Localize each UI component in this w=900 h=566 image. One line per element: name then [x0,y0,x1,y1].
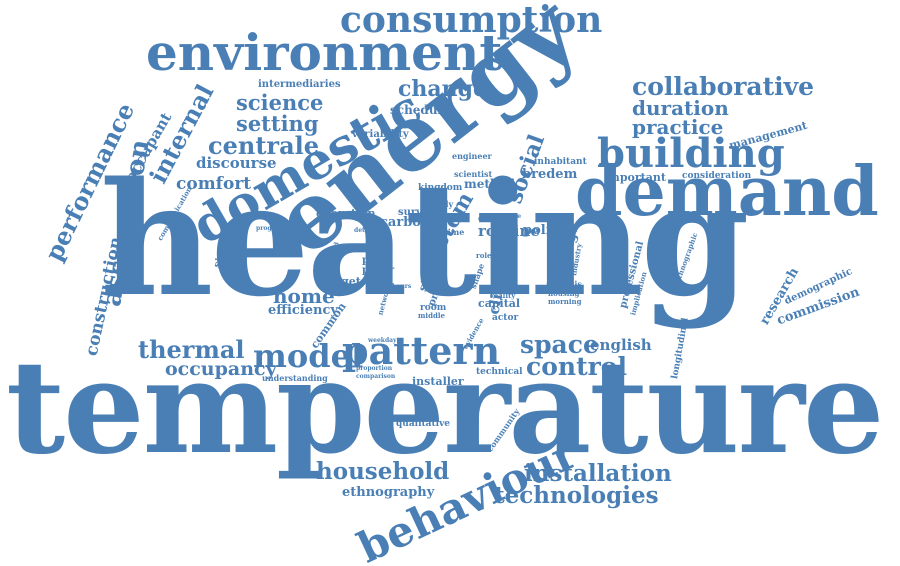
word-intermediaries: intermediaries [258,79,341,90]
word-installation: installation [524,460,672,487]
word-consumption: consumption [340,0,603,41]
word-inhabitant: inhabitant [534,157,587,167]
word-paper: paper [362,265,395,276]
word-duration: duration [632,96,729,120]
word-qualitative: qualitative [396,419,451,429]
word-middle: middle [418,311,445,320]
word-technical: technical [476,367,523,377]
word-home: home [273,284,335,308]
word-method: method [464,177,515,191]
word-centrale: centrale [208,131,319,160]
word-morning: morning [548,297,582,306]
word-understanding: understanding [262,373,328,383]
word-heating: heating [100,148,750,331]
word-building: building [597,130,785,177]
word-control: control [526,352,627,381]
word-programme: programme [256,225,296,232]
word-important: important [604,171,666,184]
word-role: role [476,251,492,260]
word-room: room [420,303,447,313]
word-household: household [316,458,450,485]
word-thermal: thermal [138,335,245,364]
word-comparison: comparison [356,373,396,380]
word-schedule: schedule [390,103,450,117]
word-scientist: scientist [454,169,493,179]
word-practice: practice [632,115,724,139]
word-setting: setting [236,111,319,136]
word-consideration: consideration [682,171,752,181]
word-occupancy: occupancy [165,358,277,380]
word-pattern: pattern [342,328,501,373]
word-reality: reality [490,291,516,300]
word-space: space [520,330,599,359]
word-collaborative: collaborative [632,72,815,101]
word-weekend: weekend [548,227,578,234]
word-demand: demand [575,152,879,232]
word-weekday: weekday [368,337,397,344]
word-routine: routine [478,222,540,240]
word-actor: actor [492,313,519,323]
word-change: change [398,76,488,102]
word-environment: environment [146,23,503,82]
word-ethnography: ethnography [342,485,435,500]
word-comfort: comfort [176,174,252,194]
word-time: time [444,227,465,237]
word-technologies: technologies [494,482,659,509]
word-carbon: carbon [380,215,431,230]
word-efficiency: efficiency [268,303,338,318]
word-english: english [590,336,652,354]
word-proportion: proportion [356,365,393,372]
word-hours: hours [392,283,412,290]
word-engineer: engineer [452,151,492,161]
word-policy: policy [523,223,567,238]
word-detailed: detailed [354,227,382,234]
word-target: target [323,275,361,288]
word-bredem: bredem [522,167,578,182]
word-reduce: reduce [498,213,522,220]
word-housing: housing [548,289,580,298]
word-science: science [236,90,324,115]
word-temperature: temperature [6,333,884,483]
word-panel: panel [362,255,393,266]
word-analysis: analysis [546,279,582,289]
word-survey: survey [398,207,435,218]
word-capital: capital [478,297,521,310]
word-model: model [253,337,364,375]
word-supply: supply [424,199,454,209]
word-discourse: discourse [196,154,277,172]
word-operation: operation [316,207,376,220]
word-data: data [478,213,498,223]
word-installer: installer [412,375,464,388]
word-kingdom: kingdom [418,183,463,193]
word-variability: variability [352,129,409,140]
